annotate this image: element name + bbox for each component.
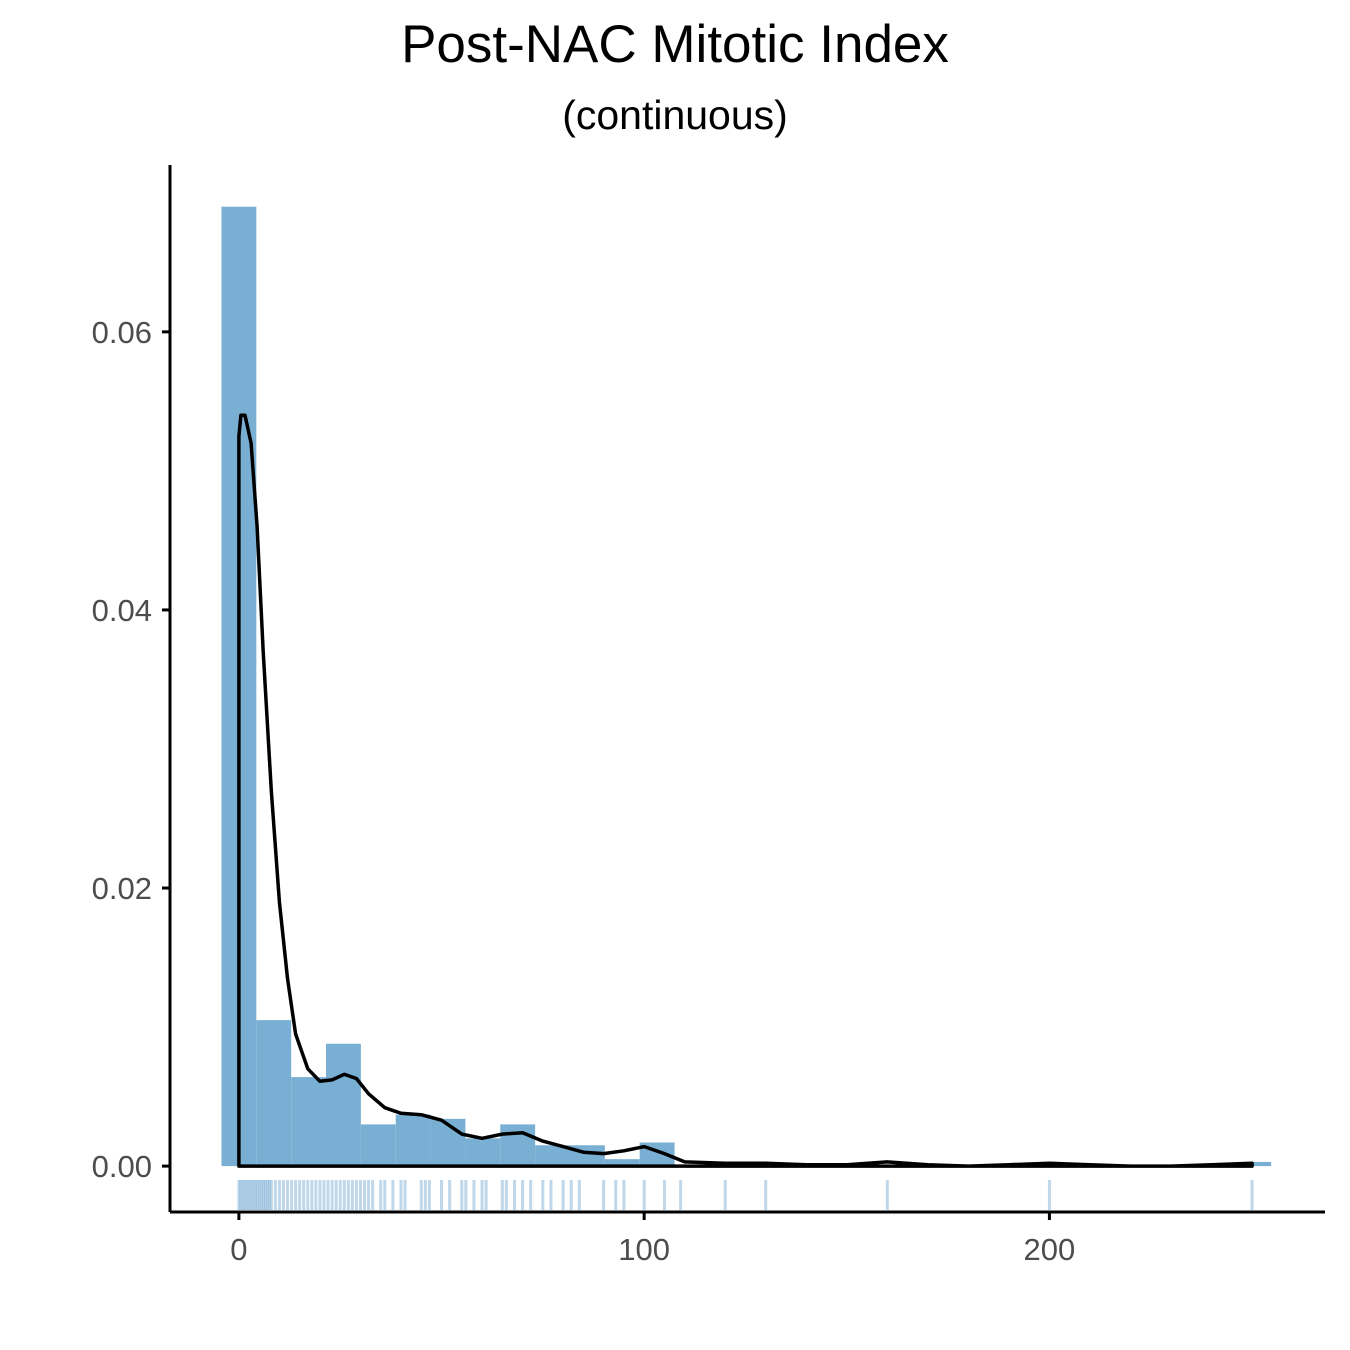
- histogram-bar: [360, 1124, 396, 1167]
- x-tick-label: 0: [230, 1232, 247, 1267]
- y-tick-label: 0.00: [92, 1149, 152, 1184]
- histogram-bar: [256, 1020, 292, 1167]
- histogram-bar: [465, 1138, 501, 1167]
- density-curve: [237, 413, 1254, 1168]
- y-tick-label: 0.06: [92, 315, 152, 350]
- y-tick-label: 0.04: [92, 593, 152, 628]
- histogram-bar: [395, 1114, 431, 1167]
- chart-title: Post-NAC Mitotic Index: [401, 15, 949, 74]
- histogram-bar: [326, 1043, 361, 1167]
- x-tick-label: 100: [618, 1232, 670, 1267]
- histogram-bar: [604, 1159, 640, 1167]
- histogram-bar: [535, 1145, 570, 1167]
- x-tick-label: 200: [1024, 1232, 1076, 1267]
- chart-subtitle: (continuous): [562, 92, 788, 138]
- histogram-bar: [500, 1124, 536, 1167]
- histogram-bar: [291, 1077, 327, 1167]
- y-tick-label: 0.02: [92, 871, 152, 906]
